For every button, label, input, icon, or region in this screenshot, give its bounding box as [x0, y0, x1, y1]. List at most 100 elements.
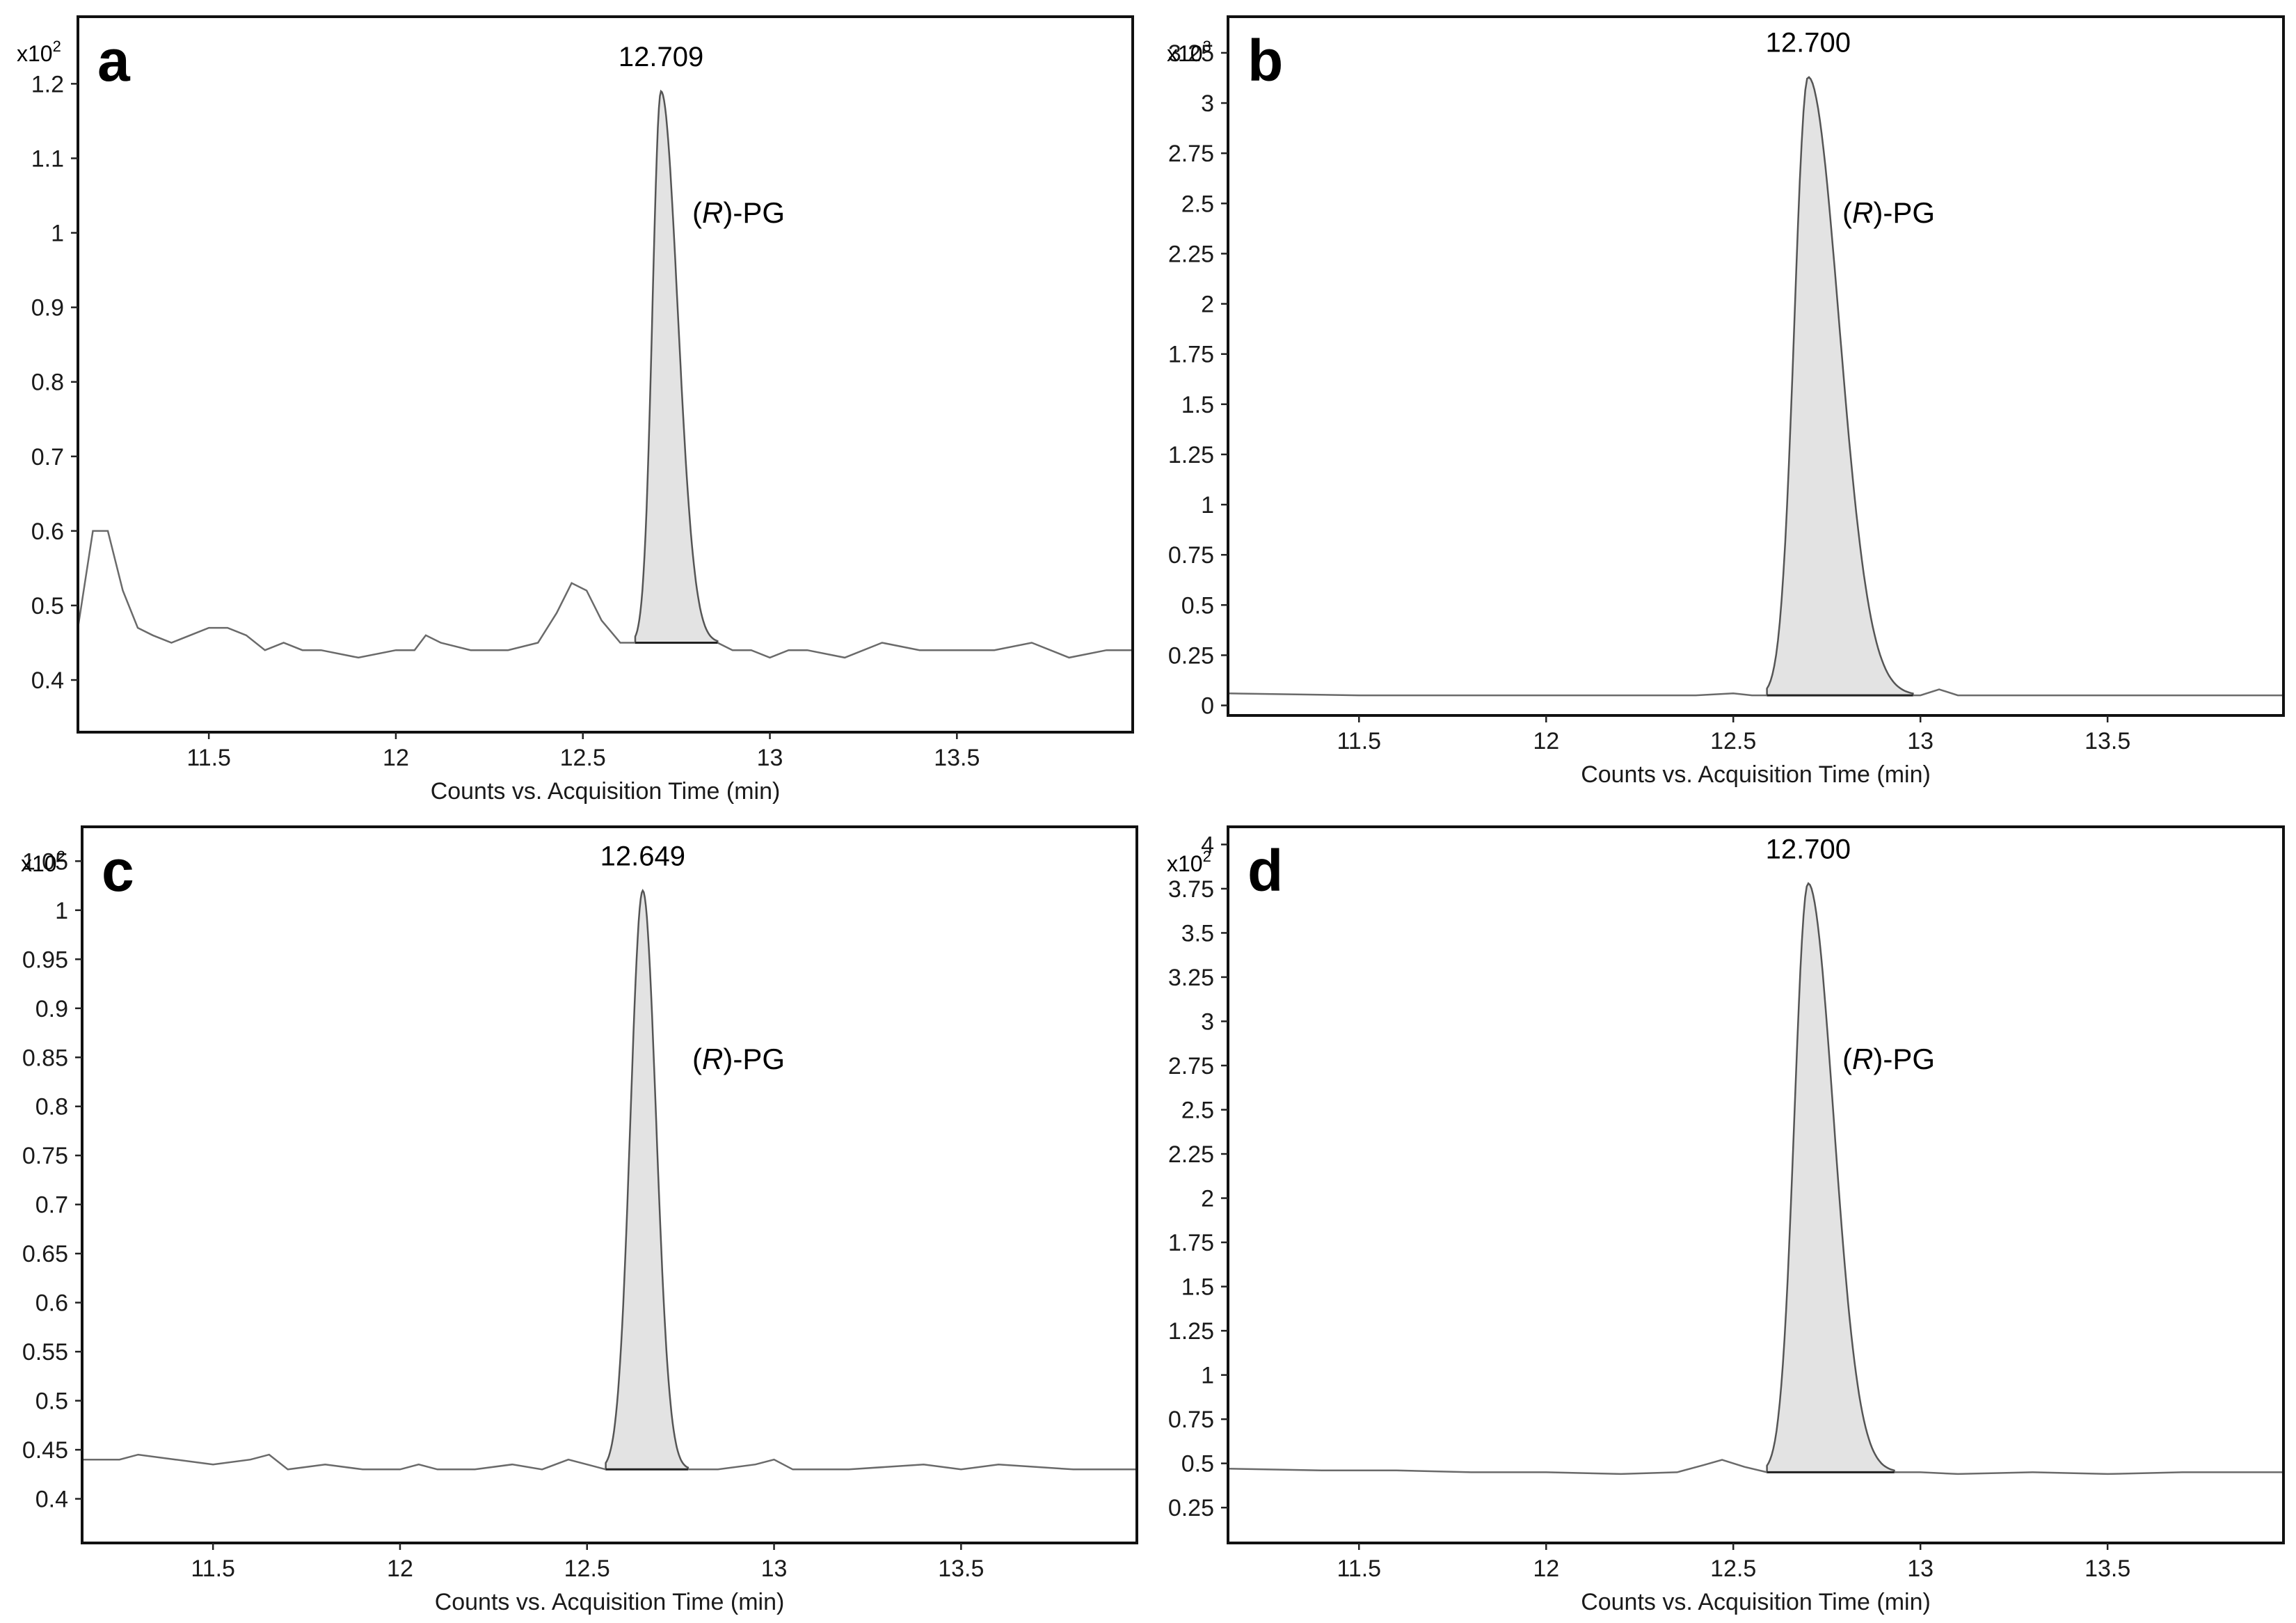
chromatogram-trace [82, 1453, 1137, 1471]
y-tick-label: 2 [1201, 292, 1214, 318]
panel-a: 0.4 0.5 0.6 0.7 0.8 0.9 1 1.1 1.2 11.5 12 12.5 13 13.… [17, 15, 1134, 805]
y-tick-label: 0.7 [31, 444, 64, 470]
peak-area [634, 89, 719, 644]
x-tick-label: 11.5 [186, 745, 231, 771]
y-tick-label: 1.5 [1181, 392, 1214, 418]
x-axis-title: Counts vs. Acquisition Time (min) [1581, 1589, 1931, 1615]
y-tick-label: 2.5 [1181, 191, 1214, 217]
y-tick-label: 2 [1201, 1186, 1214, 1212]
y-tick-label: 0.55 [22, 1339, 68, 1365]
plot-frame [1227, 15, 2285, 717]
y-tick-label: 1.05 [22, 848, 68, 875]
y-tick-label: 3.75 [1168, 876, 1214, 903]
compound-label: (R)-PG [692, 196, 785, 229]
y-tick-label: 1.5 [1181, 1274, 1214, 1301]
y-tick-label: 0.25 [1168, 642, 1214, 669]
y-tick-label: 0.45 [22, 1437, 68, 1464]
y-tick-label: 0.75 [1168, 542, 1214, 569]
y-tick-label: 2.25 [1168, 1141, 1214, 1168]
panel-letter: c [102, 838, 134, 903]
y-tick-label: 0.6 [35, 1290, 68, 1317]
x-axis-title: Counts vs. Acquisition Time (min) [435, 1589, 785, 1615]
x-tick-label: 13 [757, 745, 783, 771]
x-tick-label: 12.5 [1710, 728, 1756, 754]
plot-frame [81, 825, 1138, 1544]
x-axis-title: Counts vs. Acquisition Time (min) [1581, 761, 1931, 788]
y-tick-label: 1.2 [31, 71, 64, 97]
y-tick-label: 3.5 [1181, 920, 1214, 947]
panel-c: 0.4 0.45 0.5 0.55 0.6 0.65 0.7 0.75 0.8 0.85 0.9 0.… [21, 825, 1138, 1615]
y-exponent-label: x102 [17, 38, 61, 66]
y-tick-label: 0.5 [31, 593, 64, 619]
y-tick-label: 1.75 [1168, 342, 1214, 368]
retention-time-label: 12.700 [1766, 834, 1851, 864]
panel-b: 0 0.25 0.5 0.75 1 1.25 1.5 1.75 2 2.25 2.5 2.75 3 3.2… [1167, 15, 2285, 788]
x-tick-label: 13.5 [2084, 1555, 2130, 1582]
y-tick-label: 1 [1201, 1363, 1214, 1389]
y-tick-label: 2.25 [1168, 241, 1214, 267]
panel-letter: b [1247, 28, 1283, 93]
panel-letter: a [97, 28, 131, 93]
y-tick-label: 1 [1201, 492, 1214, 518]
y-tick-label: 0.7 [35, 1192, 68, 1219]
y-tick-label: 0.5 [35, 1388, 68, 1415]
y-tick-label: 2.75 [1168, 141, 1214, 167]
y-tick-label: 0.75 [1168, 1407, 1214, 1433]
y-exponent-label: x102 [21, 848, 65, 876]
retention-time-label: 12.649 [600, 841, 685, 872]
x-tick-label: 13.5 [934, 745, 980, 771]
y-tick-label: 1.25 [1168, 442, 1214, 468]
y-tick-label: 0.5 [1181, 1451, 1214, 1478]
x-tick-label: 11.5 [1337, 1555, 1381, 1582]
x-tick-label: 11.5 [1337, 728, 1381, 754]
compound-label: (R)-PG [1842, 1043, 1935, 1075]
y-tick-label: 0.9 [35, 996, 68, 1022]
y-tick-label: 0.85 [22, 1045, 68, 1071]
y-tick-label: 1.1 [31, 145, 64, 172]
y-tick-label: 1 [55, 898, 68, 924]
x-tick-label: 11.5 [191, 1555, 235, 1582]
y-tick-label: 0.5 [1181, 592, 1214, 619]
y-tick-label: 0.8 [31, 370, 64, 396]
y-tick-label: 1.75 [1168, 1230, 1214, 1256]
x-tick-label: 12 [1533, 1555, 1559, 1582]
y-tick-label: 0.4 [35, 1487, 68, 1513]
y-tick-label: 0.25 [1168, 1495, 1214, 1521]
y-tick-label: 0.75 [22, 1143, 68, 1169]
y-exponent-label: x102 [1167, 848, 1211, 876]
x-tick-label: 12.5 [560, 745, 606, 771]
retention-time-label: 12.700 [1766, 28, 1851, 58]
x-tick-label: 12 [387, 1555, 413, 1582]
x-tick-label: 13.5 [2084, 728, 2130, 754]
panel-letter: d [1247, 838, 1283, 903]
y-tick-label: 3.25 [1168, 965, 1214, 991]
peak-area [1766, 76, 1914, 697]
peak-area [1766, 882, 1895, 1473]
y-tick-label: 1 [51, 221, 64, 247]
compound-label: (R)-PG [692, 1043, 785, 1075]
x-axis-title: Counts vs. Acquisition Time (min) [431, 778, 781, 805]
chromatogram-trace [77, 530, 1133, 659]
y-tick-label: 4 [1201, 832, 1214, 858]
plot-frame [1227, 825, 2285, 1544]
y-tick-label: 0.6 [31, 518, 64, 545]
y-tick-label: 0.8 [35, 1094, 68, 1121]
retention-time-label: 12.709 [619, 42, 703, 72]
x-tick-label: 13 [1907, 728, 1934, 754]
y-tick-label: 0.9 [31, 295, 64, 322]
y-tick-label: 3 [1201, 1008, 1214, 1035]
x-tick-label: 12.5 [564, 1555, 610, 1582]
x-tick-label: 13 [1907, 1555, 1934, 1582]
chromatogram-trace [1227, 688, 2283, 697]
y-tick-label: 0.4 [31, 667, 64, 694]
chromatogram-trace [1227, 1459, 2283, 1475]
x-tick-label: 12.5 [1710, 1555, 1756, 1582]
y-tick-label: 2.5 [1181, 1098, 1214, 1124]
plot-frame [77, 15, 1134, 734]
y-exponent-label: x103 [1167, 38, 1211, 66]
y-tick-label: 2.75 [1168, 1053, 1214, 1079]
x-tick-label: 12 [1533, 728, 1559, 754]
x-tick-label: 13.5 [938, 1555, 984, 1582]
y-tick-label: 0 [1201, 693, 1214, 720]
